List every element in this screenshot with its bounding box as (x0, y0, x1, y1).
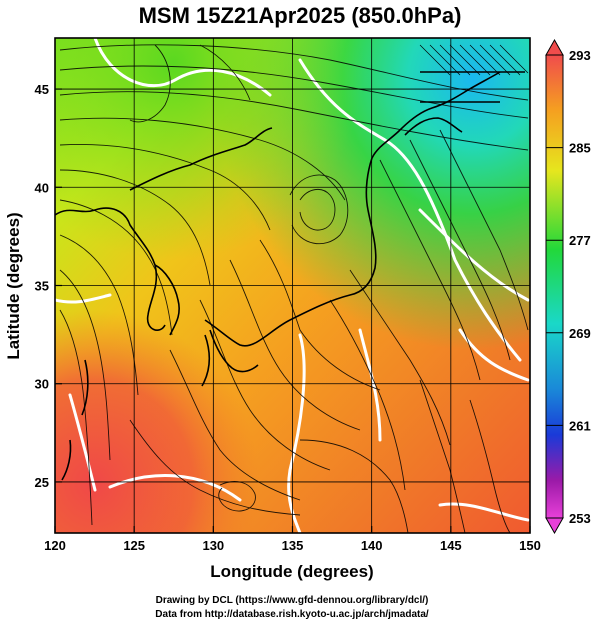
colorbar-body (545, 54, 564, 519)
colorbar-tick-label: 253 (569, 511, 591, 526)
x-tick-label: 140 (361, 538, 383, 553)
x-tick-label: 130 (202, 538, 224, 553)
credit-drawing: Drawing by DCL (https://www.gfd-dennou.o… (156, 595, 429, 606)
hatch-region (419, 44, 529, 76)
streamlines (59, 44, 529, 533)
y-tick-label: 35 (35, 279, 49, 294)
chart-title: MSM 15Z21Apr2025 (850.0hPa) (139, 3, 462, 28)
x-tick-label: 135 (282, 538, 304, 553)
x-tick-label: 145 (440, 538, 462, 553)
colorbar-top-arrow (545, 38, 564, 56)
colorbar-tick-label: 269 (569, 326, 591, 341)
colorbar-ticks: 293 285 277 269 261 253 (546, 48, 591, 526)
y-tick-label: 30 (35, 377, 49, 392)
y-axis: 25 30 35 40 45 (35, 82, 62, 490)
colorbar-tick-label: 261 (569, 418, 591, 433)
x-tick-label: 125 (123, 538, 145, 553)
y-tick-label: 40 (35, 180, 49, 195)
y-tick-label: 25 (35, 475, 49, 490)
grid-lines (55, 38, 530, 533)
coastlines (55, 71, 525, 481)
colorbar: 293 285 277 269 261 253 (545, 38, 591, 535)
x-tick-label: 150 (519, 538, 541, 553)
colorbar-bottom-arrow (545, 517, 564, 535)
y-axis-label: Latitude (degrees) (4, 212, 23, 359)
x-axis: 120 125 130 135 140 145 150 (44, 526, 541, 553)
credit-data: Data from http://database.rish.kyoto-u.a… (155, 609, 429, 620)
colorbar-tick-label: 285 (569, 141, 591, 156)
colorbar-tick-label: 277 (569, 233, 591, 248)
y-tick-label: 45 (35, 82, 49, 97)
x-axis-label: Longitude (degrees) (210, 562, 373, 581)
colorbar-tick-label: 293 (569, 48, 591, 63)
x-tick-label: 120 (44, 538, 66, 553)
map-plot (55, 38, 530, 533)
